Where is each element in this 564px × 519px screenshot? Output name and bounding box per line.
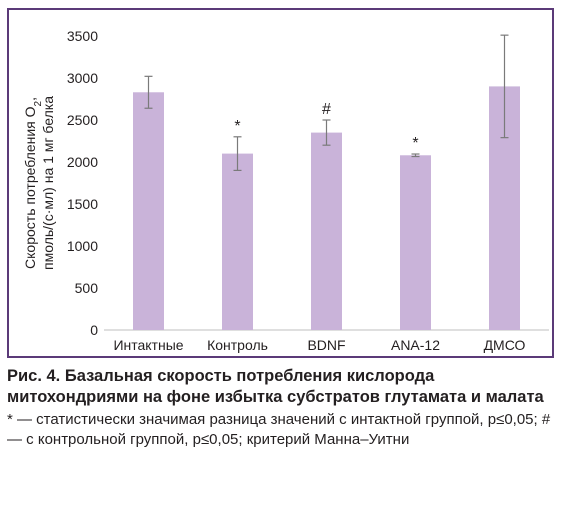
figure-caption: Рис. 4. Базальная скорость потребления к… xyxy=(7,366,557,450)
bar xyxy=(311,132,342,330)
category-label: BDNF xyxy=(307,337,345,353)
category-label: ANA-12 xyxy=(391,337,440,353)
y-tick-label: 2000 xyxy=(67,154,98,170)
bar xyxy=(133,92,164,330)
y-tick-label: 2500 xyxy=(67,112,98,128)
bar-chart: 0 500 1000 1500 2000 2500 3000 3500 Интактные * Ко… xyxy=(22,28,549,353)
y-tick-label: 0 xyxy=(90,322,98,338)
y-tick-label: 1000 xyxy=(67,238,98,254)
category-label: Интактные xyxy=(113,337,183,353)
caption-note: * — статистически значимая разница значе… xyxy=(7,411,551,448)
y-tick-label: 3500 xyxy=(67,28,98,44)
category-label: Контроль xyxy=(207,337,268,353)
significance-mark: * xyxy=(234,118,240,135)
y-axis-label-line1: Скорость потребления О2, xyxy=(22,97,44,269)
category-label: ДМСО xyxy=(484,337,526,353)
chart-frame: 0 500 1000 1500 2000 2500 3000 3500 Интактные * Ко… xyxy=(7,8,554,358)
y-axis-label: Скорость потребления О2, пмоль/(с·мл) на … xyxy=(22,96,56,270)
y-tick-label: 500 xyxy=(75,280,99,296)
significance-mark: # xyxy=(322,101,331,118)
y-tick-label: 1500 xyxy=(67,196,98,212)
y-axis-label-line2: пмоль/(с·мл) на 1 мг белка xyxy=(40,96,56,270)
bar xyxy=(400,155,431,330)
bar xyxy=(222,153,253,330)
significance-mark: * xyxy=(412,135,418,152)
y-tick-label: 3000 xyxy=(67,70,98,86)
caption-title: Рис. 4. Базальная скорость потребления к… xyxy=(7,367,544,406)
